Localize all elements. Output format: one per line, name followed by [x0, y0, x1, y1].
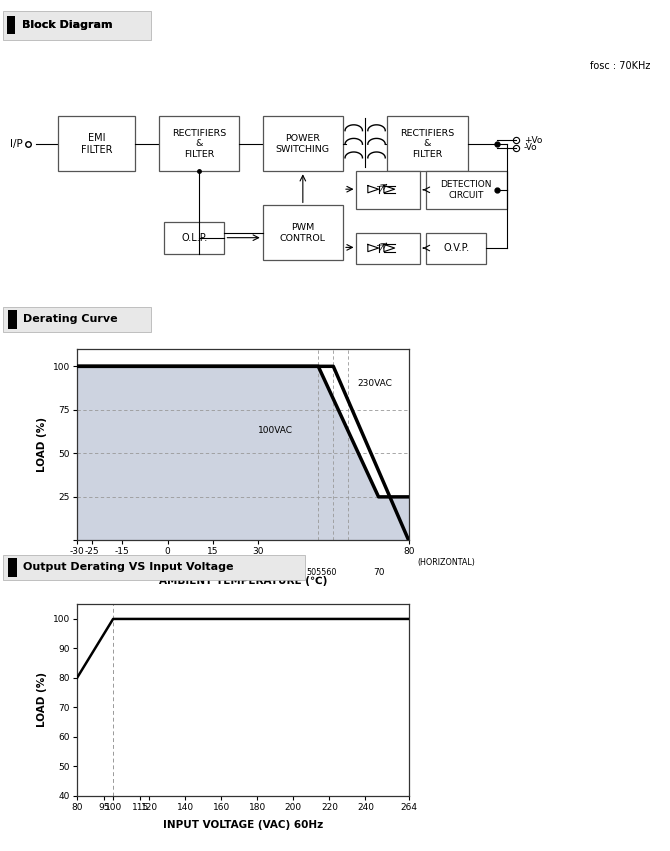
Bar — [3, 11, 151, 41]
Bar — [8, 557, 17, 577]
Text: Output Derating VS Input Voltage: Output Derating VS Input Voltage — [23, 562, 234, 572]
Text: RECTIFIERS
&
FILTER: RECTIFIERS & FILTER — [401, 129, 454, 159]
Text: DETECTION
CIRCUIT: DETECTION CIRCUIT — [441, 180, 492, 200]
Text: PWM
CONTROL: PWM CONTROL — [280, 223, 326, 243]
Text: POWER
SWITCHING: POWER SWITCHING — [276, 134, 330, 153]
Y-axis label: LOAD (%): LOAD (%) — [38, 417, 48, 472]
Text: Block Diagram: Block Diagram — [22, 20, 113, 30]
Text: (HORIZONTAL): (HORIZONTAL) — [418, 557, 476, 567]
Bar — [7, 16, 15, 34]
Bar — [3, 555, 305, 580]
Text: 230VAC: 230VAC — [358, 380, 393, 388]
Bar — [7, 16, 15, 34]
Text: I/P: I/P — [10, 139, 23, 149]
Text: 505560: 505560 — [306, 568, 336, 577]
Bar — [426, 171, 507, 208]
Text: O.L.P.: O.L.P. — [181, 232, 208, 243]
Y-axis label: LOAD (%): LOAD (%) — [38, 672, 48, 728]
Bar — [159, 117, 239, 171]
Text: EMI
FILTER: EMI FILTER — [81, 133, 113, 155]
Bar — [164, 221, 224, 254]
Bar — [356, 171, 420, 208]
Bar — [426, 233, 486, 264]
Bar — [58, 117, 135, 171]
Text: fosc : 70KHz: fosc : 70KHz — [590, 61, 650, 71]
X-axis label: AMBIENT TEMPERATURE (℃): AMBIENT TEMPERATURE (℃) — [159, 576, 327, 585]
Bar — [263, 205, 343, 260]
Polygon shape — [77, 366, 409, 540]
Text: RECTIFIERS
&
FILTER: RECTIFIERS & FILTER — [172, 129, 226, 159]
Text: 100VAC: 100VAC — [258, 426, 293, 435]
Text: -Vo: -Vo — [524, 143, 537, 152]
Text: Block Diagram: Block Diagram — [22, 20, 113, 30]
Text: O.V.P.: O.V.P. — [444, 243, 469, 254]
Text: +Vo: +Vo — [524, 135, 542, 145]
Text: 70: 70 — [373, 568, 385, 577]
Bar — [387, 117, 468, 171]
Text: Derating Curve: Derating Curve — [23, 314, 118, 324]
Bar — [8, 310, 17, 329]
Bar — [3, 307, 151, 332]
Bar — [356, 233, 420, 264]
X-axis label: INPUT VOLTAGE (VAC) 60Hz: INPUT VOLTAGE (VAC) 60Hz — [163, 820, 323, 830]
Bar — [263, 117, 343, 171]
